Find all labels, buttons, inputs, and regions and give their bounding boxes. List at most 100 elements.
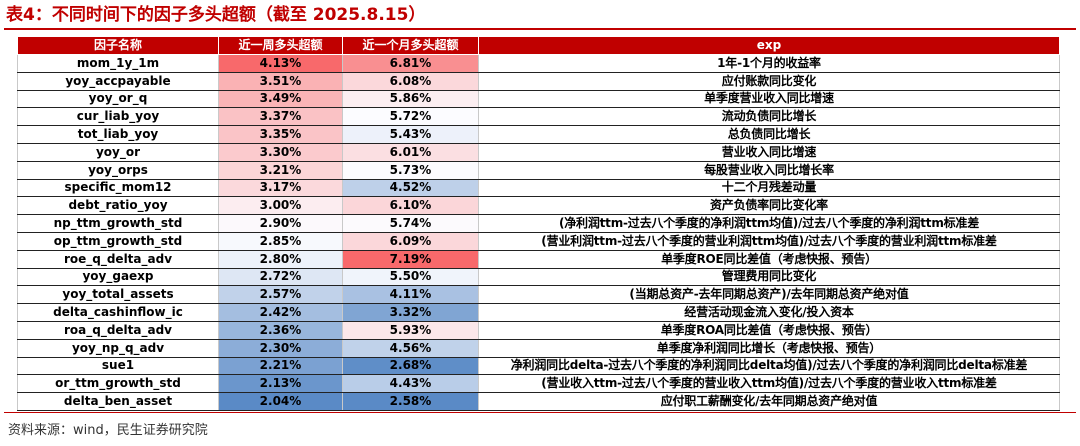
month-excess-cell: 5.72% xyxy=(343,108,479,126)
factor-name-cell: roe_q_delta_adv xyxy=(18,250,219,268)
exp-cell: 管理费用同比变化 xyxy=(479,268,1060,286)
factor-name-cell: delta_cashinflow_ic xyxy=(18,304,219,322)
week-excess-cell: 3.17% xyxy=(219,179,343,197)
table-row: yoy_or 3.30% 6.01% 营业收入同比增速 xyxy=(18,143,1060,161)
exp-cell: 应付账款同比变化 xyxy=(479,72,1060,90)
exp-cell: 流动负债同比增长 xyxy=(479,108,1060,126)
factor-name-cell: cur_liab_yoy xyxy=(18,108,219,126)
exp-cell: 1年-1个月的收益率 xyxy=(479,55,1060,73)
title-divider xyxy=(4,28,1076,30)
header-exp: exp xyxy=(479,37,1060,55)
exp-cell: (营业利润ttm-过去八个季度的营业利润ttm均值)/过去八个季度的营业利润tt… xyxy=(479,232,1060,250)
factor-name-cell: yoy_accpayable xyxy=(18,72,219,90)
table-row: delta_ben_asset 2.04% 2.58% 应付职工薪酬变化/去年同期总资… xyxy=(18,393,1060,411)
table-row: yoy_orps 3.21% 5.73% 每股营业收入同比增长率 xyxy=(18,161,1060,179)
factor-name-cell: yoy_total_assets xyxy=(18,286,219,304)
exp-cell: 应付职工薪酬变化/去年同期总资产绝对值 xyxy=(479,393,1060,411)
table-row: roe_q_delta_adv 2.80% 7.19% 单季度ROE同比差值（考虑快报… xyxy=(18,250,1060,268)
week-excess-cell: 3.30% xyxy=(219,143,343,161)
month-excess-cell: 4.43% xyxy=(343,375,479,393)
month-excess-cell: 5.43% xyxy=(343,126,479,144)
source-note: 资料来源：wind，民生证券研究院 xyxy=(8,419,208,438)
table-row: yoy_np_q_adv 2.30% 4.56% 单季度净利润同比增长（考虑快报、预告… xyxy=(18,339,1060,357)
table-row: tot_liab_yoy 3.35% 5.43% 总负债同比增长 xyxy=(18,126,1060,144)
table-row: sue1 2.21% 2.68% 净利润同比delta-过去八个季度的净利润同比del… xyxy=(18,357,1060,375)
table-header-row: 因子名称 近一周多头超额 近一个月多头超额 exp xyxy=(18,37,1060,55)
factor-name-cell: mom_1y_1m xyxy=(18,55,219,73)
exp-cell: 经营活动现金流入变化/投入资本 xyxy=(479,304,1060,322)
factor-name-cell: yoy_or xyxy=(18,143,219,161)
month-excess-cell: 5.50% xyxy=(343,268,479,286)
factor-name-cell: yoy_orps xyxy=(18,161,219,179)
month-excess-cell: 2.68% xyxy=(343,357,479,375)
exp-cell: 总负债同比增长 xyxy=(479,126,1060,144)
factor-name-cell: yoy_or_q xyxy=(18,90,219,108)
week-excess-cell: 3.35% xyxy=(219,126,343,144)
week-excess-cell: 3.49% xyxy=(219,90,343,108)
table-row: or_ttm_growth_std 2.13% 4.43% (营业收入ttm-过去八个… xyxy=(18,375,1060,393)
exp-cell: 单季度净利润同比增长（考虑快报、预告） xyxy=(479,339,1060,357)
month-excess-cell: 6.08% xyxy=(343,72,479,90)
table-row: op_ttm_growth_std 2.85% 6.09% (营业利润ttm-过去八个… xyxy=(18,232,1060,250)
exp-cell: 营业收入同比增速 xyxy=(479,143,1060,161)
factor-name-cell: debt_ratio_yoy xyxy=(18,197,219,215)
month-excess-cell: 3.32% xyxy=(343,304,479,322)
week-excess-cell: 2.90% xyxy=(219,215,343,233)
table-row: np_ttm_growth_std 2.90% 5.74% (净利润ttm-过去八个季… xyxy=(18,215,1060,233)
week-excess-cell: 2.80% xyxy=(219,250,343,268)
table-row: mom_1y_1m 4.13% 6.81% 1年-1个月的收益率 xyxy=(18,55,1060,73)
week-excess-cell: 2.57% xyxy=(219,286,343,304)
factor-excess-return-table: 因子名称 近一周多头超额 近一个月多头超额 exp mom_1y_1m 4.13%… xyxy=(17,36,1060,411)
table-row: delta_cashinflow_ic 2.42% 3.32% 经营活动现金流入变化/… xyxy=(18,304,1060,322)
week-excess-cell: 3.00% xyxy=(219,197,343,215)
exp-cell: (营业收入ttm-过去八个季度的营业收入ttm均值)/过去八个季度的营业收入tt… xyxy=(479,375,1060,393)
factor-name-cell: specific_mom12 xyxy=(18,179,219,197)
factor-name-cell: np_ttm_growth_std xyxy=(18,215,219,233)
header-month-excess: 近一个月多头超额 xyxy=(343,37,479,55)
factor-name-cell: delta_ben_asset xyxy=(18,393,219,411)
exp-cell: 单季度ROE同比差值（考虑快报、预告） xyxy=(479,250,1060,268)
week-excess-cell: 3.51% xyxy=(219,72,343,90)
factor-name-cell: or_ttm_growth_std xyxy=(18,375,219,393)
factor-name-cell: yoy_gaexp xyxy=(18,268,219,286)
factor-name-cell: op_ttm_growth_std xyxy=(18,232,219,250)
exp-cell: 资产负债率同比变化率 xyxy=(479,197,1060,215)
month-excess-cell: 5.86% xyxy=(343,90,479,108)
header-week-excess: 近一周多头超额 xyxy=(219,37,343,55)
exp-cell: 每股营业收入同比增长率 xyxy=(479,161,1060,179)
header-factor-name: 因子名称 xyxy=(18,37,219,55)
month-excess-cell: 7.19% xyxy=(343,250,479,268)
table-row: yoy_or_q 3.49% 5.86% 单季度营业收入同比增速 xyxy=(18,90,1060,108)
table-row: roa_q_delta_adv 2.36% 5.93% 单季度ROA同比差值（考虑快报… xyxy=(18,321,1060,339)
week-excess-cell: 4.13% xyxy=(219,55,343,73)
page-title: 表4：不同时间下的因子多头超额（截至 2025.8.15） xyxy=(6,2,425,28)
month-excess-cell: 6.81% xyxy=(343,55,479,73)
week-excess-cell: 2.30% xyxy=(219,339,343,357)
factor-name-cell: sue1 xyxy=(18,357,219,375)
month-excess-cell: 6.10% xyxy=(343,197,479,215)
table-row: yoy_total_assets 2.57% 4.11% (当期总资产-去年同期总资产… xyxy=(18,286,1060,304)
exp-cell: 单季度ROA同比差值（考虑快报、预告） xyxy=(479,321,1060,339)
month-excess-cell: 2.58% xyxy=(343,393,479,411)
exp-cell: (净利润ttm-过去八个季度的净利润ttm均值)/过去八个季度的净利润ttm标准… xyxy=(479,215,1060,233)
bottom-divider xyxy=(4,412,1076,413)
table-row: yoy_gaexp 2.72% 5.50% 管理费用同比变化 xyxy=(18,268,1060,286)
table-row: debt_ratio_yoy 3.00% 6.10% 资产负债率同比变化率 xyxy=(18,197,1060,215)
exp-cell: 十二个月残差动量 xyxy=(479,179,1060,197)
month-excess-cell: 5.74% xyxy=(343,215,479,233)
factor-name-cell: yoy_np_q_adv xyxy=(18,339,219,357)
week-excess-cell: 2.04% xyxy=(219,393,343,411)
week-excess-cell: 2.21% xyxy=(219,357,343,375)
month-excess-cell: 4.56% xyxy=(343,339,479,357)
week-excess-cell: 2.13% xyxy=(219,375,343,393)
table-row: yoy_accpayable 3.51% 6.08% 应付账款同比变化 xyxy=(18,72,1060,90)
week-excess-cell: 2.72% xyxy=(219,268,343,286)
table-row: cur_liab_yoy 3.37% 5.72% 流动负债同比增长 xyxy=(18,108,1060,126)
month-excess-cell: 5.93% xyxy=(343,321,479,339)
month-excess-cell: 4.52% xyxy=(343,179,479,197)
table-row: specific_mom12 3.17% 4.52% 十二个月残差动量 xyxy=(18,179,1060,197)
exp-cell: 单季度营业收入同比增速 xyxy=(479,90,1060,108)
month-excess-cell: 6.01% xyxy=(343,143,479,161)
table-body: mom_1y_1m 4.13% 6.81% 1年-1个月的收益率 yoy_accpaya… xyxy=(18,55,1060,411)
week-excess-cell: 3.37% xyxy=(219,108,343,126)
